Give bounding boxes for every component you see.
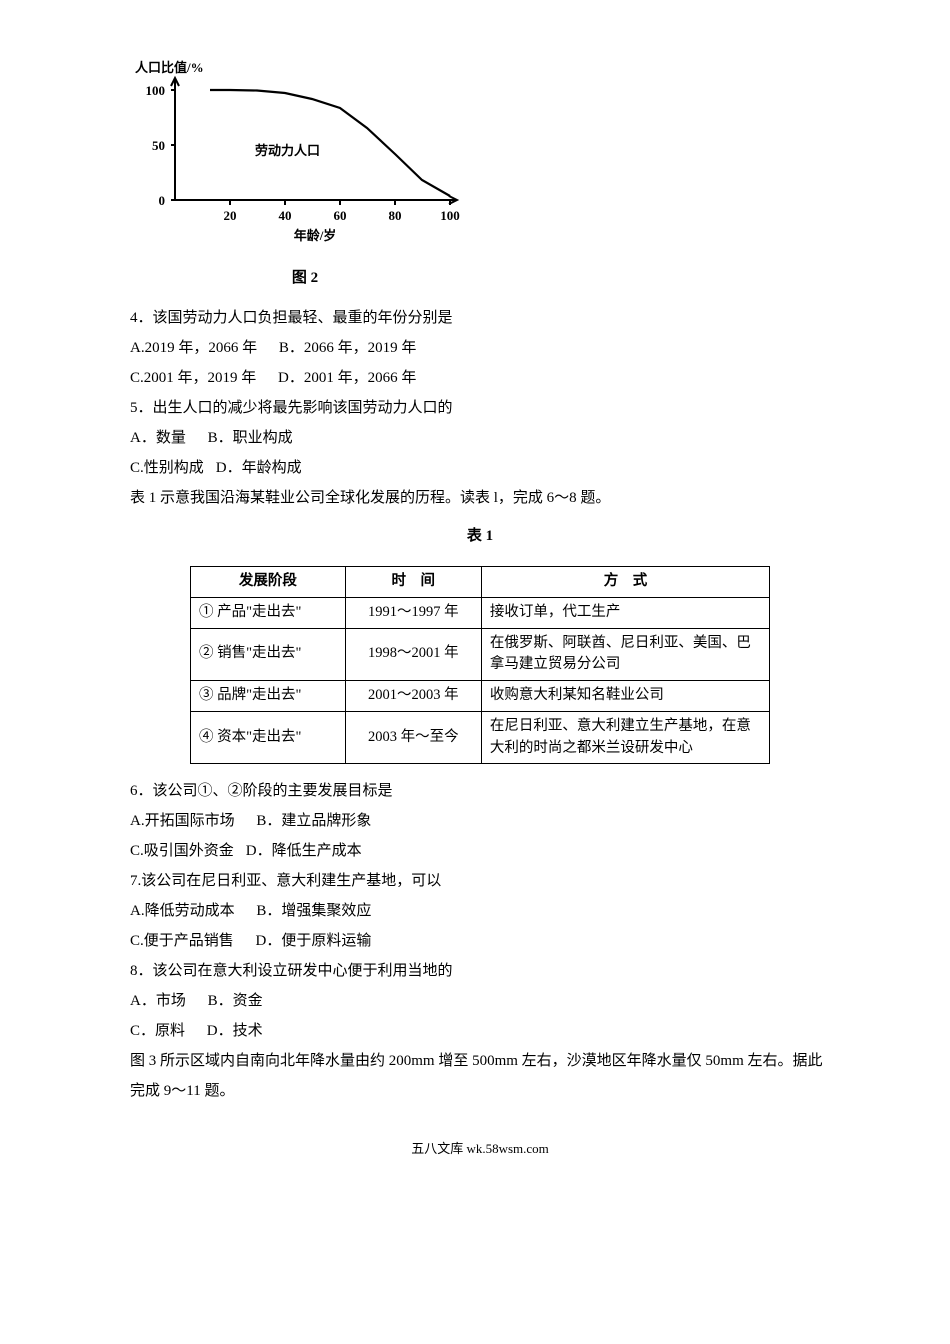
svg-text:20: 20 <box>224 208 237 223</box>
q5-row1: A．数量 B．职业构成 <box>130 423 830 453</box>
q7-A: A.降低劳动成本 <box>130 903 235 919</box>
labor-population-chart: 人口比值/% 0 50 100 20 40 60 80 100 劳动力人口 年龄… <box>135 60 830 293</box>
q8-B: B．资金 <box>208 993 263 1009</box>
svg-text:0: 0 <box>159 193 166 208</box>
svg-text:60: 60 <box>334 208 347 223</box>
q5-row2: C.性别构成 D．年龄构成 <box>130 453 830 483</box>
q5-A: A．数量 <box>130 430 186 446</box>
svg-text:40: 40 <box>279 208 292 223</box>
svg-text:100: 100 <box>146 83 166 98</box>
q7-C: C.便于产品销售 <box>130 933 234 949</box>
curve <box>210 90 450 196</box>
q4-row1: A.2019 年，2066 年 B．2066 年，2019 年 <box>130 333 830 363</box>
page-footer: 五八文库 wk.58wsm.com <box>130 1136 830 1162</box>
q4-D: D．2001 年，2066 年 <box>278 370 416 386</box>
q4-B: B．2066 年，2019 年 <box>279 340 417 356</box>
table-row: ② 销售"走出去" 1998～2001 年 在俄罗斯、阿联酋、尼日利亚、美国、巴… <box>191 628 770 681</box>
q6-row2: C.吸引国外资金 D．降低生产成本 <box>130 836 830 866</box>
table-row: ④ 资本"走出去" 2003 年～至今 在尼日利亚、意大利建立生产基地，在意大利… <box>191 711 770 764</box>
q7-row1: A.降低劳动成本 B．增强集聚效应 <box>130 896 830 926</box>
th-time: 时 间 <box>345 567 481 598</box>
svg-text:100: 100 <box>440 208 460 223</box>
q5-C: C.性别构成 <box>130 460 204 476</box>
chart-svg: 人口比值/% 0 50 100 20 40 60 80 100 劳动力人口 年龄… <box>135 60 475 250</box>
table-title: 表 1 <box>130 521 830 551</box>
q4-C: C.2001 年，2019 年 <box>130 370 256 386</box>
th-stage: 发展阶段 <box>191 567 346 598</box>
table-row: ③ 品牌"走出去" 2001～2003 年 收购意大利某知名鞋业公司 <box>191 681 770 712</box>
svg-text:50: 50 <box>152 138 165 153</box>
th-method: 方 式 <box>481 567 769 598</box>
q7-B: B．增强集聚效应 <box>256 903 371 919</box>
q4-stem: 4．该国劳动力人口负担最轻、最重的年份分别是 <box>130 303 830 333</box>
q5-D: D．年龄构成 <box>216 460 302 476</box>
q7-row2: C.便于产品销售 D．便于原料运输 <box>130 926 830 956</box>
q4-A: A.2019 年，2066 年 <box>130 340 257 356</box>
q6-stem: 6．该公司①、②阶段的主要发展目标是 <box>130 776 830 806</box>
table-header-row: 发展阶段 时 间 方 式 <box>191 567 770 598</box>
q5-B: B．职业构成 <box>208 430 293 446</box>
svg-text:80: 80 <box>389 208 402 223</box>
q5-stem: 5．出生人口的减少将最先影响该国劳动力人口的 <box>130 393 830 423</box>
q6-B: B．建立品牌形象 <box>256 813 371 829</box>
x-axis-label: 年龄/岁 <box>294 228 337 243</box>
q8-C: C．原料 <box>130 1023 185 1039</box>
q6-row1: A.开拓国际市场 B．建立品牌形象 <box>130 806 830 836</box>
annotation: 劳动力人口 <box>255 143 320 158</box>
q7-stem: 7.该公司在尼日利亚、意大利建生产基地，可以 <box>130 866 830 896</box>
q6-A: A.开拓国际市场 <box>130 813 235 829</box>
q7-D: D．便于原料运输 <box>256 933 372 949</box>
y-axis-label: 人口比值/% <box>135 60 204 75</box>
q8-row1: A．市场 B．资金 <box>130 986 830 1016</box>
intro-9-11: 图 3 所示区域内自南向北年降水量由约 200mm 增至 500mm 左右，沙漠… <box>130 1046 830 1106</box>
intro-6-8: 表 1 示意我国沿海某鞋业公司全球化发展的历程。读表 l，完成 6～8 题。 <box>130 483 830 513</box>
table-row: ① 产品"走出去" 1991～1997 年 接收订单，代工生产 <box>191 597 770 628</box>
q8-A: A．市场 <box>130 993 186 1009</box>
chart-caption: 图 2 <box>135 263 475 293</box>
q8-row2: C．原料 D．技术 <box>130 1016 830 1046</box>
q8-stem: 8．该公司在意大利设立研发中心便于利用当地的 <box>130 956 830 986</box>
q6-C: C.吸引国外资金 <box>130 843 234 859</box>
q8-D: D．技术 <box>207 1023 263 1039</box>
development-table: 发展阶段 时 间 方 式 ① 产品"走出去" 1991～1997 年 接收订单，… <box>190 566 770 764</box>
q4-row2: C.2001 年，2019 年 D．2001 年，2066 年 <box>130 363 830 393</box>
q6-D: D．降低生产成本 <box>246 843 362 859</box>
